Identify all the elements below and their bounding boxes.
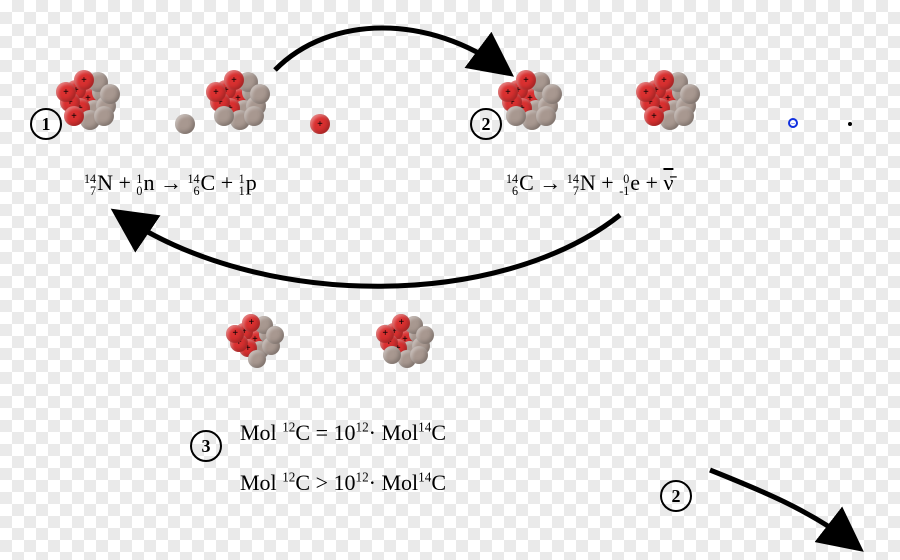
eq3a-mid: = 10: [310, 420, 355, 445]
eq3b-el1: C: [295, 470, 310, 495]
eq3b-mol1: Mol: [240, 470, 282, 495]
eq2-b-bot: 7: [573, 185, 579, 197]
proton: [644, 106, 664, 126]
step-2b-label: 2: [672, 486, 681, 507]
proton: [376, 325, 394, 343]
step-1-label: 1: [42, 114, 51, 135]
eq2-c-bot: -1: [619, 185, 629, 197]
neutron: [250, 84, 270, 104]
equation-1: 147N + 10n → 146C + 11p: [84, 170, 257, 197]
eq1-neutron: n: [143, 170, 154, 195]
eq3a-iso2: 14: [418, 420, 431, 435]
eq2-nu: ν̄: [663, 170, 673, 195]
free-proton: [310, 114, 330, 134]
eq1-plus2: +: [215, 170, 238, 195]
eq1-c-bot: 6: [194, 185, 200, 197]
neutron: [214, 106, 234, 126]
eq3b-iso2: 14: [418, 470, 431, 485]
proton: [64, 106, 84, 126]
eq3a-exp: 12: [355, 420, 368, 435]
proton: [226, 325, 244, 343]
diagram-root: 1 2 3 2 147N + 10n → 146C + 11p 146C → 1…: [0, 0, 900, 560]
proton: [206, 82, 226, 102]
eq1-a-bot: 7: [90, 185, 96, 197]
eq2-plus2: +: [640, 170, 663, 195]
proton: [392, 314, 410, 332]
eq1-plus1: +: [113, 170, 136, 195]
neutron: [536, 106, 556, 126]
neutron: [266, 326, 284, 344]
neutron: [542, 84, 562, 104]
eq1-d-bot: 1: [239, 185, 245, 197]
proton: [636, 82, 656, 102]
eq2-plus1: +: [596, 170, 619, 195]
eq3b-exp: 12: [355, 470, 368, 485]
proton: [516, 70, 536, 90]
eq2-el-c: C: [519, 170, 534, 195]
arrows-svg: [0, 0, 900, 560]
neutron: [248, 350, 266, 368]
step-2-label: 2: [482, 114, 491, 135]
proton: [224, 70, 244, 90]
free-antineutrino: [848, 122, 852, 126]
proton: [74, 70, 94, 90]
proton: [654, 70, 674, 90]
proton: [242, 314, 260, 332]
step-3: 3: [190, 430, 222, 462]
neutron: [506, 106, 526, 126]
eq1-arrow: →: [154, 170, 187, 195]
eq1-b-bot: 0: [136, 185, 142, 197]
eq3b-iso1: 12: [282, 470, 295, 485]
step-3-label: 3: [202, 436, 211, 457]
neutron: [674, 106, 694, 126]
neutron: [100, 84, 120, 104]
eq1-proton: p: [246, 170, 257, 195]
eq2-el-n: N: [580, 170, 596, 195]
step-2: 2: [470, 108, 502, 140]
eq3a-mol1: Mol: [240, 420, 282, 445]
eq3a-mol2: · Mol: [369, 420, 419, 445]
proton: [498, 82, 518, 102]
eq3a-el2: C: [431, 420, 446, 445]
eq3a-iso1: 12: [282, 420, 295, 435]
eq2-arrow: →: [534, 170, 567, 195]
eq3b-el2: C: [431, 470, 446, 495]
eq2-el-e: e: [630, 170, 640, 195]
step-1: 1: [30, 108, 62, 140]
eq3b-mid: > 10: [310, 470, 355, 495]
neutron: [94, 106, 114, 126]
equation-3b: Mol 12C > 1012· Mol14C: [240, 470, 446, 496]
equation-2: 146C → 147N + 0-1e + ν̄: [506, 170, 673, 197]
eq3b-mol2: · Mol: [369, 470, 419, 495]
eq2-a-bot: 6: [512, 185, 518, 197]
eq1-el-n: N: [97, 170, 113, 195]
step-2-repeat: 2: [660, 480, 692, 512]
free-electron: [788, 118, 798, 128]
arrow-lower: [710, 470, 855, 545]
equation-3a: Mol 12C = 1012· Mol14C: [240, 420, 446, 446]
proton: [56, 82, 76, 102]
neutron: [244, 106, 264, 126]
neutron: [410, 346, 428, 364]
arrow-top: [275, 28, 505, 70]
arrow-bottom: [120, 215, 620, 286]
neutron: [416, 326, 434, 344]
eq3a-el1: C: [295, 420, 310, 445]
free-neutron: [175, 114, 195, 134]
neutron: [680, 84, 700, 104]
eq1-el-c: C: [201, 170, 216, 195]
